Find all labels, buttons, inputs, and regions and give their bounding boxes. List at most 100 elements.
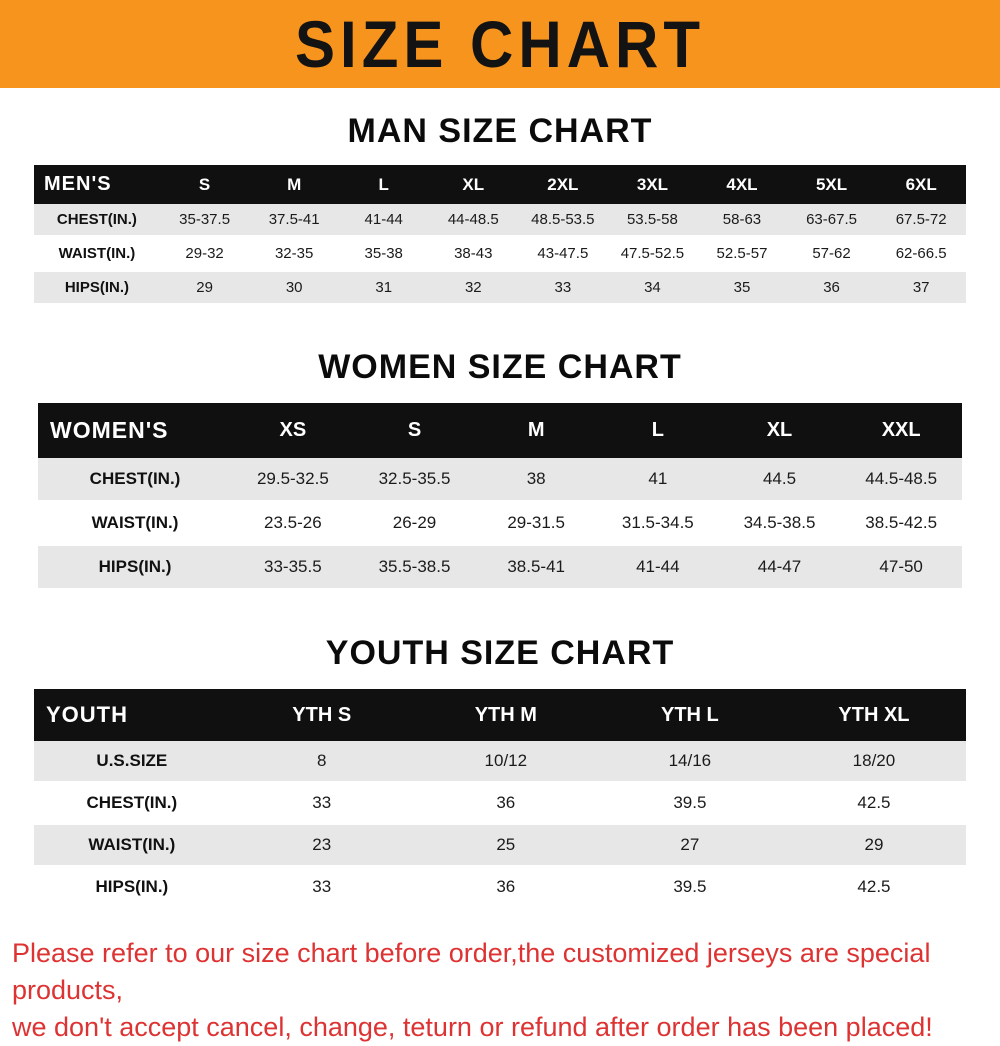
size-cell: 8 xyxy=(229,741,414,783)
size-cell: 34.5-38.5 xyxy=(718,501,841,546)
table-row: U.S.SIZE 8 10/12 14/16 18/20 xyxy=(34,741,966,783)
size-cell: 23 xyxy=(229,824,414,867)
row-label: HIPS(IN.) xyxy=(34,866,230,909)
size-cell: 62-66.5 xyxy=(876,236,966,272)
row-label: WAIST(IN.) xyxy=(34,824,230,867)
size-cell: 35 xyxy=(697,270,787,306)
size-cell: 37.5-41 xyxy=(249,204,339,238)
row-label: CHEST(IN.) xyxy=(34,204,160,238)
column-header: YTH M xyxy=(413,689,598,741)
table-row: HIPS(IN.) 33-35.5 35.5-38.5 38.5-41 41-44 44-… xyxy=(38,545,962,590)
footer-disclaimer: Please refer to our size chart before or… xyxy=(0,935,1000,1046)
size-cell: 35.5-38.5 xyxy=(353,545,476,590)
table-row: CHEST(IN.) 29.5-32.5 32.5-35.5 38 41 44.5 44.5… xyxy=(38,458,962,502)
column-header: YTH L xyxy=(597,689,782,741)
column-header: M xyxy=(475,403,597,458)
size-cell: 29 xyxy=(159,270,250,306)
column-header: 2XL xyxy=(518,165,608,204)
size-cell: 67.5-72 xyxy=(876,204,966,238)
column-header: 5XL xyxy=(786,165,877,204)
size-cell: 57-62 xyxy=(786,236,877,272)
row-label: CHEST(IN.) xyxy=(38,458,233,502)
youth-size-table: YOUTH YTH S YTH M YTH L YTH XL U.S.SIZE 8 10/12… xyxy=(0,673,1000,909)
size-cell: 27 xyxy=(597,824,782,867)
column-header: L xyxy=(597,403,719,458)
size-table: MEN'S S M L XL 2XL 3XL 4XL 5XL 6XL CHEST(IN.) 35-37… xyxy=(34,165,966,306)
size-cell: 14/16 xyxy=(597,741,782,783)
size-cell: 44.5-48.5 xyxy=(840,458,962,502)
size-cell: 35-38 xyxy=(338,236,429,272)
size-cell: 48.5-53.5 xyxy=(518,204,608,238)
size-cell: 47.5-52.5 xyxy=(607,236,698,272)
column-header: M xyxy=(249,165,339,204)
size-cell: 18/20 xyxy=(781,741,966,783)
size-cell: 25 xyxy=(413,824,598,867)
size-cell: 53.5-58 xyxy=(607,204,698,238)
size-cell: 10/12 xyxy=(413,741,598,783)
size-cell: 39.5 xyxy=(597,782,782,825)
size-cell: 41-44 xyxy=(338,204,429,238)
size-cell: 26-29 xyxy=(353,501,476,546)
column-header: L xyxy=(338,165,429,204)
row-label: WAIST(IN.) xyxy=(34,236,160,272)
size-cell: 33 xyxy=(229,782,414,825)
size-cell: 32.5-35.5 xyxy=(353,458,476,502)
size-cell: 33 xyxy=(229,866,414,909)
size-cell: 29 xyxy=(781,824,966,867)
column-header: YTH S xyxy=(229,689,414,741)
size-cell: 41 xyxy=(597,458,719,502)
size-cell: 30 xyxy=(249,270,339,306)
size-cell: 63-67.5 xyxy=(786,204,877,238)
size-cell: 34 xyxy=(607,270,698,306)
size-table: WOMEN'S XS S M L XL XXL CHEST(IN.) 29.5-32.5 32.5… xyxy=(38,403,962,590)
size-cell: 41-44 xyxy=(597,545,719,590)
women-section-heading: WOMEN SIZE CHART xyxy=(318,348,682,386)
size-cell: 42.5 xyxy=(781,866,966,909)
size-cell: 32-35 xyxy=(249,236,339,272)
size-cell: 38 xyxy=(475,458,597,502)
table-row: HIPS(IN.) 29 30 31 32 33 34 35 36 37 xyxy=(34,270,966,306)
women-size-table: WOMEN'S XS S M L XL XXL CHEST(IN.) 29.5-32.5 32.5… xyxy=(0,387,1000,590)
row-label: HIPS(IN.) xyxy=(34,270,160,306)
size-cell: 29-32 xyxy=(159,236,250,272)
size-cell: 36 xyxy=(413,866,598,909)
men-section-heading: MAN SIZE CHART xyxy=(347,112,653,150)
size-cell: 33 xyxy=(518,270,608,306)
table-title-cell: WOMEN'S xyxy=(38,403,233,458)
size-cell: 43-47.5 xyxy=(518,236,608,272)
table-row: CHEST(IN.) 35-37.5 37.5-41 41-44 44-48.5 48.5… xyxy=(34,204,966,238)
size-cell: 47-50 xyxy=(840,545,962,590)
size-cell: 32 xyxy=(428,270,519,306)
column-header: XL xyxy=(428,165,519,204)
table-title-cell: MEN'S xyxy=(34,165,160,204)
size-cell: 58-63 xyxy=(697,204,787,238)
size-cell: 37 xyxy=(876,270,966,306)
size-cell: 36 xyxy=(413,782,598,825)
footer-disclaimer-line2: we don't accept cancel, change, teturn o… xyxy=(12,1012,933,1042)
row-label: CHEST(IN.) xyxy=(34,782,230,825)
size-cell: 31.5-34.5 xyxy=(597,501,719,546)
header-row: WOMEN'S XS S M L XL XXL xyxy=(38,403,962,458)
header-row: MEN'S S M L XL 2XL 3XL 4XL 5XL 6XL xyxy=(34,165,966,204)
column-header: 6XL xyxy=(876,165,966,204)
column-header: S xyxy=(353,403,476,458)
row-label: U.S.SIZE xyxy=(34,741,230,783)
size-cell: 52.5-57 xyxy=(697,236,787,272)
size-cell: 38-43 xyxy=(428,236,519,272)
footer-disclaimer-line1: Please refer to our size chart before or… xyxy=(12,938,931,1005)
row-label: WAIST(IN.) xyxy=(38,501,233,546)
size-cell: 36 xyxy=(786,270,877,306)
size-cell: 42.5 xyxy=(781,782,966,825)
table-row: WAIST(IN.) 29-32 32-35 35-38 38-43 43-47.5 47.… xyxy=(34,236,966,272)
column-header: S xyxy=(159,165,250,204)
table-row: WAIST(IN.) 23 25 27 29 xyxy=(34,824,966,867)
table-row: WAIST(IN.) 23.5-26 26-29 29-31.5 31.5-34.5 34… xyxy=(38,501,962,546)
row-label: HIPS(IN.) xyxy=(38,545,233,590)
banner-title: SIZE CHART xyxy=(295,7,705,81)
men-size-table: MEN'S S M L XL 2XL 3XL 4XL 5XL 6XL CHEST(IN.) 35-37… xyxy=(0,151,1000,306)
table-title-cell: YOUTH xyxy=(34,689,230,741)
column-header: XS xyxy=(232,403,354,458)
size-cell: 23.5-26 xyxy=(232,501,354,546)
column-header: 4XL xyxy=(697,165,787,204)
table-row: CHEST(IN.) 33 36 39.5 42.5 xyxy=(34,782,966,825)
